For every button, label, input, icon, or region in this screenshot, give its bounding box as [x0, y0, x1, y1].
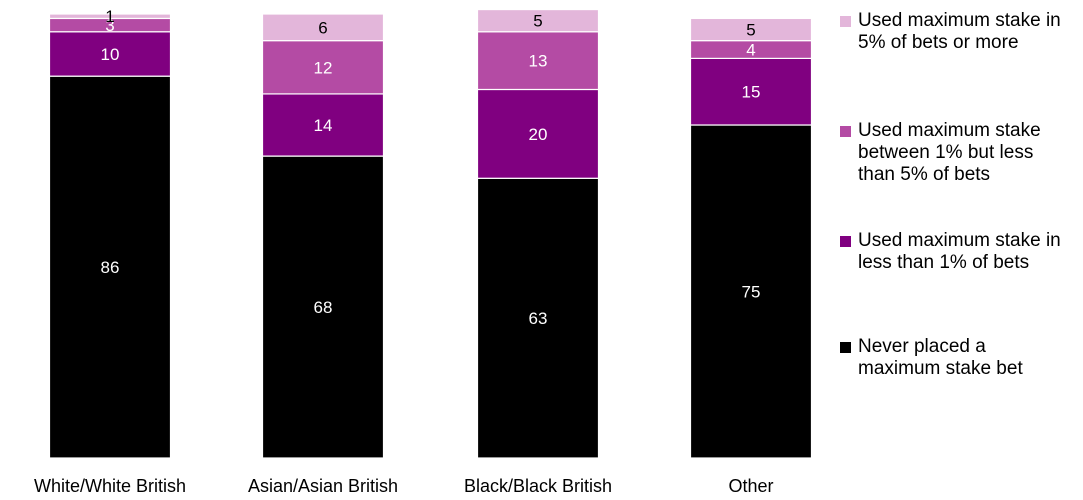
legend-label: Used maximum stake between 1% but less t… — [858, 120, 1041, 185]
data-label-white-white-british-s0: 86 — [101, 258, 120, 277]
data-label-black-black-british-s2: 13 — [529, 52, 548, 71]
legend-label: Never placed a maximum stake bet — [858, 336, 1023, 379]
data-label-white-white-british-s1: 10 — [101, 45, 120, 64]
data-label-other-s2: 4 — [746, 41, 755, 60]
bar-segment-black-black-british-s3 — [476, 8, 600, 33]
bar-segment-black-black-british-s2 — [476, 31, 600, 91]
legend-label: Used maximum stake in 5% of bets or more — [858, 10, 1061, 53]
x-tick-label-black-black-british: Black/Black British — [464, 476, 612, 496]
bars-layer — [48, 8, 813, 459]
bar-segment-other-s3 — [689, 17, 813, 42]
bar-segment-other-s1 — [689, 57, 813, 126]
x-tick-label-asian-asian-british: Asian/Asian British — [248, 476, 398, 496]
legend-swatch — [840, 16, 851, 27]
data-label-black-black-british-s1: 20 — [529, 125, 548, 144]
data-label-black-black-british-s3: 5 — [533, 12, 542, 31]
data-label-other-s1: 15 — [742, 83, 761, 102]
legend-swatch — [840, 236, 851, 247]
bar-segment-black-black-british-s0 — [476, 177, 600, 459]
data-label-other-s3: 5 — [746, 21, 755, 40]
legend-swatch — [840, 126, 851, 137]
bar-segment-asian-asian-british-s2 — [261, 40, 385, 95]
data-label-asian-asian-british-s0: 68 — [314, 298, 333, 317]
data-label-asian-asian-british-s1: 14 — [314, 116, 333, 135]
bar-segment-white-white-british-s1 — [48, 31, 172, 77]
legend-item-never: Never placed a maximum stake bet — [840, 336, 1073, 380]
x-tick-label-white-white-british: White/White British — [34, 476, 186, 496]
bar-segment-white-white-british-s3 — [48, 13, 172, 20]
data-label-black-black-british-s0: 63 — [529, 309, 548, 328]
legend-item-less-than-1pct: Used maximum stake in less than 1% of be… — [840, 230, 1073, 274]
data-label-asian-asian-british-s2: 12 — [314, 58, 333, 77]
legend-item-5pct-or-more: Used maximum stake in 5% of bets or more — [840, 10, 1073, 54]
legend-label: Used maximum stake in less than 1% of be… — [858, 230, 1061, 273]
data-label-other-s0: 75 — [742, 283, 761, 302]
legend-item-1-to-5pct: Used maximum stake between 1% but less t… — [840, 120, 1073, 186]
data-label-asian-asian-british-s3: 6 — [318, 18, 327, 37]
bar-segment-asian-asian-british-s3 — [261, 13, 385, 42]
bar-segment-white-white-british-s0 — [48, 75, 172, 459]
bar-segment-asian-asian-british-s1 — [261, 93, 385, 157]
data-label-white-white-british-s2: 3 — [105, 16, 114, 35]
x-axis-tick-labels: White/White British Asian/Asian British Bl… — [34, 476, 774, 496]
legend-swatch — [840, 342, 851, 353]
x-tick-label-other: Other — [728, 476, 773, 496]
data-label-white-white-british-s3: 1 — [105, 7, 114, 26]
bar-segment-asian-asian-british-s0 — [261, 155, 385, 459]
